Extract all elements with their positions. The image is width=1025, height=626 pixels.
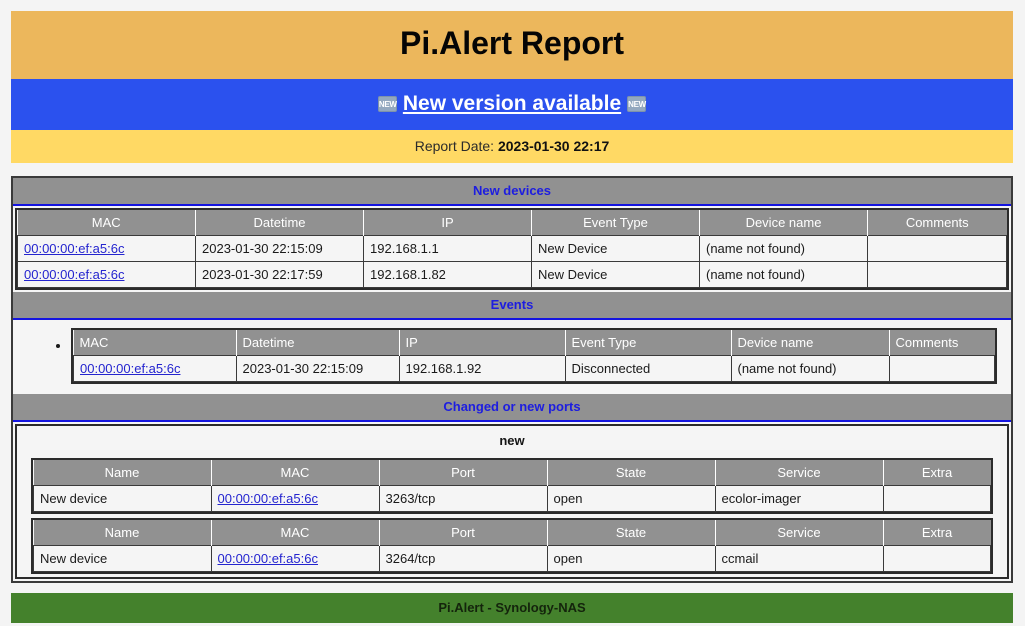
cell-event-type: New Device <box>531 235 700 262</box>
table-header-row: Name MAC Port State Service Extra <box>33 460 991 486</box>
mac-link[interactable]: 00:00:00:ef:a5:6c <box>217 491 318 506</box>
col-event-type: Event Type <box>565 330 732 356</box>
ports-table: Name MAC Port State Service Extra New de… <box>33 460 991 512</box>
cell-name: New device <box>33 545 212 572</box>
col-port: Port <box>379 460 548 486</box>
cell-device-name: (name not found) <box>699 261 868 288</box>
mac-link[interactable]: 00:00:00:ef:a5:6c <box>217 551 318 566</box>
section-heading-new-devices: New devices <box>13 178 1011 206</box>
cell-ip: 192.168.1.1 <box>363 235 532 262</box>
cell-service: ecolor-imager <box>714 485 884 512</box>
new-version-inner: NEW New version available NEW <box>377 92 646 116</box>
col-mac: MAC <box>17 210 196 236</box>
new-badge-left-icon: NEW <box>377 96 397 112</box>
ports-body: new Name MAC Port State Service Extra <box>13 422 1011 581</box>
cell-ip: 192.168.1.82 <box>363 261 532 288</box>
col-state: State <box>547 520 716 546</box>
col-port: Port <box>379 520 548 546</box>
table-row: 00:00:00:ef:a5:6c 2023-01-30 22:15:09 19… <box>73 355 995 382</box>
new-devices-table-frame: MAC Datetime IP Event Type Device name C… <box>15 208 1009 290</box>
table-header-row: MAC Datetime IP Event Type Device name C… <box>17 210 1007 236</box>
page-title: Pi.Alert Report <box>399 25 625 61</box>
col-device-name: Device name <box>731 330 890 356</box>
col-mac: MAC <box>73 330 237 356</box>
cell-event-type: New Device <box>531 261 700 288</box>
col-ip: IP <box>363 210 532 236</box>
new-version-link[interactable]: New version available <box>402 92 622 115</box>
events-body: MAC Datetime IP Event Type Device name C… <box>13 320 1011 394</box>
table-row: New device 00:00:00:ef:a5:6c 3263/tcp op… <box>33 485 991 512</box>
section-heading-ports: Changed or new ports <box>13 394 1011 422</box>
mac-link[interactable]: 00:00:00:ef:a5:6c <box>24 267 125 282</box>
new-version-banner[interactable]: NEW New version available NEW <box>11 79 1013 130</box>
new-devices-table: MAC Datetime IP Event Type Device name C… <box>17 210 1007 288</box>
col-comments: Comments <box>889 330 995 356</box>
cell-state: open <box>546 485 716 512</box>
col-datetime: Datetime <box>236 330 400 356</box>
col-service: Service <box>715 520 884 546</box>
report-container: New devices MAC Datetime IP Event Type D… <box>11 176 1013 583</box>
mac-link[interactable]: 00:00:00:ef:a5:6c <box>24 241 125 256</box>
table-header-row: MAC Datetime IP Event Type Device name C… <box>73 330 995 356</box>
col-name: Name <box>33 460 212 486</box>
report-title-band: Pi.Alert Report <box>11 11 1013 79</box>
cell-ip: 192.168.1.92 <box>398 355 566 382</box>
section-heading-events: Events <box>13 292 1011 320</box>
report-date-label: Report Date: <box>414 138 495 154</box>
table-row: 00:00:00:ef:a5:6c 2023-01-30 22:17:59 19… <box>17 261 1007 288</box>
cell-extra <box>882 545 991 572</box>
col-extra: Extra <box>883 520 991 546</box>
cell-extra <box>882 485 991 512</box>
ports-table: Name MAC Port State Service Extra New de… <box>33 520 991 572</box>
col-mac: MAC <box>211 460 380 486</box>
cell-device-name: (name not found) <box>699 235 868 262</box>
col-ip: IP <box>399 330 566 356</box>
ports-table-frame: Name MAC Port State Service Extra New de… <box>31 518 993 574</box>
cell-event-type: Disconnected <box>564 355 732 382</box>
col-state: State <box>547 460 716 486</box>
events-table: MAC Datetime IP Event Type Device name C… <box>73 330 995 382</box>
cell-service: ccmail <box>714 545 884 572</box>
cell-datetime: 2023-01-30 22:15:09 <box>195 235 364 262</box>
col-service: Service <box>715 460 884 486</box>
col-name: Name <box>33 520 212 546</box>
cell-comments <box>888 355 995 382</box>
list-item: MAC Datetime IP Event Type Device name C… <box>71 328 997 384</box>
ports-group: new Name MAC Port State Service Extra <box>15 424 1009 579</box>
ports-table-frame: Name MAC Port State Service Extra New de… <box>31 458 993 514</box>
table-row: 00:00:00:ef:a5:6c 2023-01-30 22:15:09 19… <box>17 235 1007 262</box>
new-badge-right-icon: NEW <box>627 96 646 112</box>
col-comments: Comments <box>867 210 1007 236</box>
cell-comments <box>867 235 1007 262</box>
cell-name: New device <box>33 485 212 512</box>
table-row: New device 00:00:00:ef:a5:6c 3264/tcp op… <box>33 545 991 572</box>
mac-link[interactable]: 00:00:00:ef:a5:6c <box>80 361 181 376</box>
col-event-type: Event Type <box>531 210 700 236</box>
events-table-frame: MAC Datetime IP Event Type Device name C… <box>71 328 997 384</box>
cell-comments <box>867 261 1007 288</box>
cell-datetime: 2023-01-30 22:17:59 <box>195 261 364 288</box>
ports-group-label: new <box>17 426 1007 456</box>
cell-port: 3263/tcp <box>378 485 548 512</box>
cell-datetime: 2023-01-30 22:15:09 <box>235 355 400 382</box>
col-device-name: Device name <box>699 210 868 236</box>
col-extra: Extra <box>883 460 991 486</box>
cell-state: open <box>546 545 716 572</box>
cell-port: 3264/tcp <box>378 545 548 572</box>
cell-device-name: (name not found) <box>730 355 890 382</box>
events-list: MAC Datetime IP Event Type Device name C… <box>27 328 997 384</box>
col-datetime: Datetime <box>195 210 364 236</box>
col-mac: MAC <box>211 520 380 546</box>
report-date-band: Report Date: 2023-01-30 22:17 <box>11 130 1013 163</box>
table-header-row: Name MAC Port State Service Extra <box>33 520 991 546</box>
page-footer: Pi.Alert - Synology-NAS <box>11 593 1013 623</box>
report-date-value: 2023-01-30 22:17 <box>497 138 610 154</box>
